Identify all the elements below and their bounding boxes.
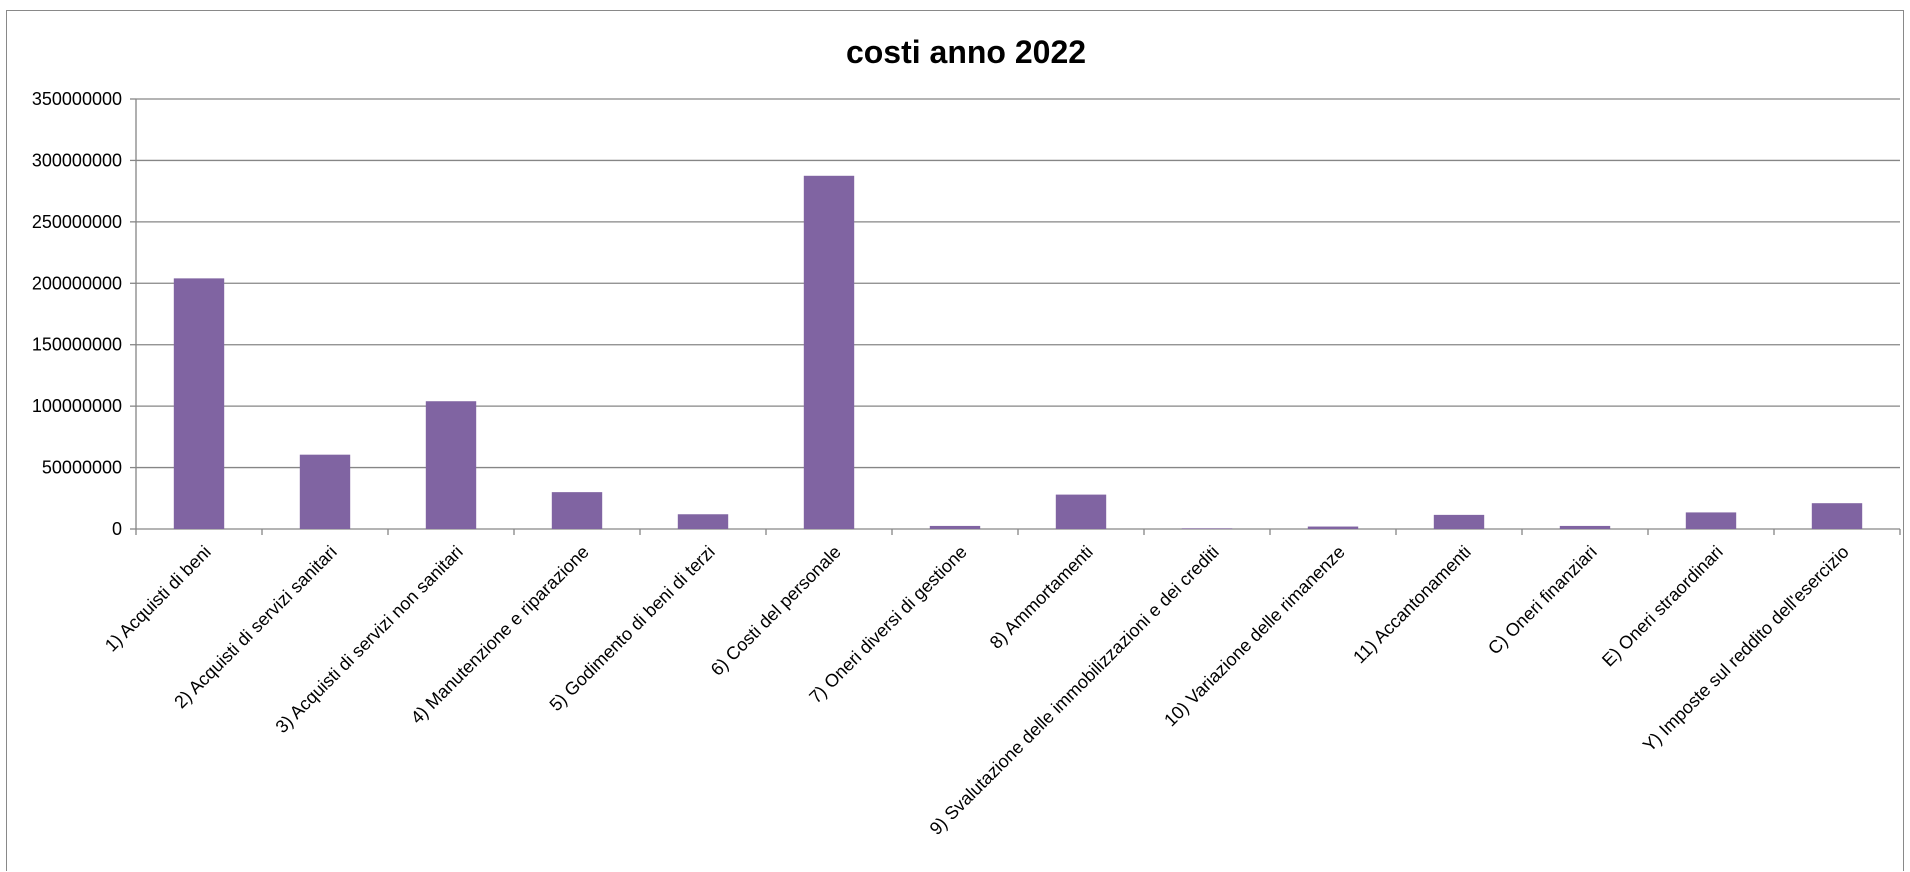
x-category-label: 1) Acquisti di beni: [101, 542, 215, 656]
bar: [551, 492, 603, 529]
y-axis-tick-labels: 0 50000000 100000000 150000000 200000000 2500…: [32, 89, 122, 539]
x-category-label: E) Oneri straordinari: [1598, 542, 1727, 671]
bar: [929, 525, 981, 529]
axes: [130, 98, 1901, 535]
y-tick-label: 100000000: [32, 396, 122, 416]
bars: [173, 175, 1863, 530]
bar: [1181, 528, 1233, 529]
y-tick-label: 250000000: [32, 212, 122, 232]
bar-chart: costi anno 2022 0 50000000 100000000 150000…: [32, 34, 1901, 839]
bar: [1307, 526, 1359, 529]
bar: [299, 454, 351, 529]
x-category-label: Y) Imposte sul reddito dell'esercizio: [1639, 542, 1853, 756]
x-category-label: 11) Accantonamenti: [1349, 542, 1475, 668]
bar: [1055, 494, 1107, 529]
y-tick-label: 350000000: [32, 89, 122, 109]
bar: [803, 175, 855, 530]
bar: [1811, 503, 1863, 529]
bar: [425, 401, 477, 529]
y-tick-label: 50000000: [42, 458, 122, 478]
x-category-label: C) Oneri finanziari: [1484, 542, 1601, 659]
bar: [173, 278, 225, 529]
chart-title: costi anno 2022: [846, 34, 1086, 70]
gridlines: [136, 98, 1900, 469]
y-tick-label: 0: [112, 519, 122, 539]
y-tick-label: 300000000: [32, 150, 122, 170]
x-category-label: 6) Costi del personale: [707, 542, 845, 680]
bar: [1433, 514, 1485, 529]
x-category-label: 8) Ammortamenti: [986, 542, 1097, 653]
bar: [1559, 525, 1611, 529]
x-category-label: 9) Svalutazione delle immobilizzazioni e…: [926, 542, 1223, 839]
bar: [1685, 512, 1737, 529]
chart-frame: costi anno 2022 0 50000000 100000000 150000…: [6, 10, 1904, 871]
bar: [677, 514, 729, 529]
y-tick-label: 200000000: [32, 273, 122, 293]
y-tick-label: 150000000: [32, 335, 122, 355]
